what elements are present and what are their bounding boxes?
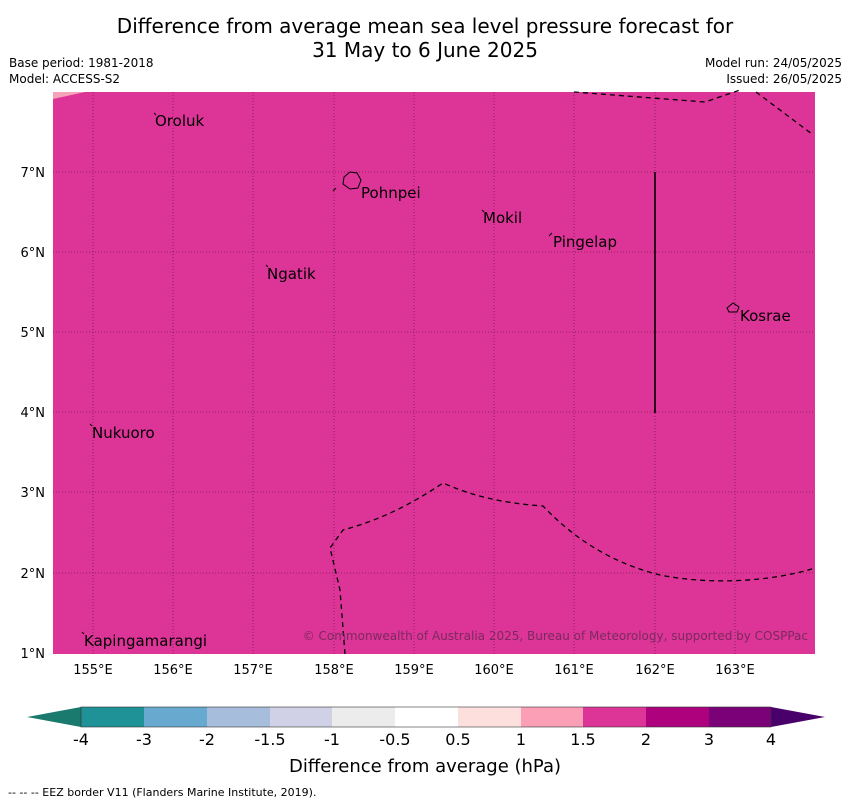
x-axis-labels: 155°E 156°E 157°E 158°E 159°E 160°E 161°… [73, 663, 755, 678]
y-tick-5n: 5°N [21, 326, 46, 341]
colorbar-segment-4 [270, 707, 332, 727]
eez-border-northeast [755, 91, 813, 135]
place-label-pohnpei: Pohnpei [361, 184, 421, 202]
x-tick-155: 155°E [73, 663, 113, 678]
colorbar-tick-label: 3 [704, 730, 714, 749]
colorbar-min-arrow [27, 707, 81, 727]
model-run: Model run: 24/05/2025 [704, 56, 842, 70]
place-label-nukuoro: Nukuoro [92, 424, 155, 442]
map-corner-shade [53, 92, 85, 99]
y-tick-7n: 7°N [21, 166, 46, 181]
colorbar-tick-label: -4 [73, 730, 89, 749]
x-tick-163: 163°E [715, 663, 755, 678]
x-tick-159: 159°E [394, 663, 434, 678]
colorbar-tick-labels: -4 -3 -2 -1.5 -1 -0.5 0.5 1 1.5 2 3 4 [73, 730, 776, 749]
place-label-mokil: Mokil [483, 209, 522, 227]
colorbar-segment-11 [709, 707, 771, 727]
colorbar-segment-8 [521, 707, 583, 727]
colorbar-tick-label: -1 [324, 730, 340, 749]
colorbar-segment-6 [395, 707, 458, 727]
colorbar-tick-label: -1.5 [254, 730, 285, 749]
place-labels: Oroluk Pohnpei Mokil Pingelap Ngatik Kos… [84, 112, 791, 650]
colorbar-outline [80, 706, 772, 728]
kosrae-island-outline [726, 302, 740, 313]
colorbar-segment-2 [144, 707, 207, 727]
colorbar-tick-label: -3 [136, 730, 152, 749]
eez-border-south [329, 482, 816, 655]
place-label-kosrae: Kosrae [740, 307, 791, 325]
colorbar: -4 -3 -2 -1.5 -1 -0.5 0.5 1 1.5 2 3 4 Di… [27, 706, 825, 777]
colorbar-tick-label: -0.5 [379, 730, 410, 749]
x-tick-160: 160°E [474, 663, 514, 678]
colorbar-segment-9 [583, 707, 646, 727]
colorbar-tick-label: 1 [516, 730, 526, 749]
colorbar-tick-label: 4 [766, 730, 776, 749]
base-period: Base period: 1981-2018 [9, 56, 154, 70]
islands [81, 112, 740, 635]
colorbar-title: Difference from average (hPa) [289, 756, 561, 777]
islet-mark-kapinga [81, 631, 85, 635]
eez-legend-note: -- -- -- EEZ border V11 (Flanders Marine… [8, 786, 317, 799]
eez-border-north [573, 89, 741, 103]
x-tick-161: 161°E [554, 663, 594, 678]
colorbar-segment-10 [646, 707, 709, 727]
x-tick-156: 156°E [153, 663, 193, 678]
colorbar-tick-label: 2 [641, 730, 651, 749]
place-label-oroluk: Oroluk [155, 112, 204, 130]
x-tick-157: 157°E [233, 663, 273, 678]
copyright-text: © Commonwealth of Australia 2025, Bureau… [303, 629, 808, 643]
colorbar-segment-1 [81, 707, 144, 727]
eez-borders [329, 89, 816, 655]
place-label-kapingamarangi: Kapingamarangi [84, 632, 207, 650]
pohnpei-island-outline [342, 171, 362, 190]
map-background [53, 92, 815, 654]
islet-mark-ngatik [265, 264, 269, 268]
place-label-ngatik: Ngatik [267, 265, 316, 283]
model-name: Model: ACCESS-S2 [9, 72, 121, 86]
title-line-1: Difference from average mean sea level p… [116, 14, 734, 38]
y-tick-3n: 3°N [21, 486, 46, 501]
colorbar-tick-label: 0.5 [445, 730, 470, 749]
title-line-2: 31 May to 6 June 2025 [312, 38, 538, 62]
colorbar-segment-7 [458, 707, 521, 727]
y-tick-6n: 6°N [21, 246, 46, 261]
colorbar-max-arrow [771, 707, 825, 727]
issued-date: Issued: 26/05/2025 [726, 72, 842, 86]
colorbar-segment-3 [207, 707, 270, 727]
colorbar-tick-label: -2 [199, 730, 215, 749]
islet-mark-pingelap [548, 232, 553, 237]
y-tick-2n: 2°N [21, 567, 46, 582]
y-tick-4n: 4°N [21, 406, 46, 421]
islet-mark-nukuoro [89, 423, 93, 427]
graticule [53, 92, 815, 654]
islet-mark-oroluk [153, 112, 157, 116]
colorbar-segment-5 [332, 707, 395, 727]
x-tick-158: 158°E [314, 663, 354, 678]
y-tick-1n: 1°N [21, 647, 46, 662]
place-label-pingelap: Pingelap [553, 233, 617, 251]
islet-mark-pohnpei-west [332, 187, 337, 192]
x-tick-162: 162°E [635, 663, 675, 678]
colorbar-tick-label: 1.5 [570, 730, 595, 749]
y-axis-labels: 7°N 6°N 5°N 4°N 3°N 2°N 1°N [21, 166, 46, 662]
islet-mark-mokil [481, 209, 485, 213]
